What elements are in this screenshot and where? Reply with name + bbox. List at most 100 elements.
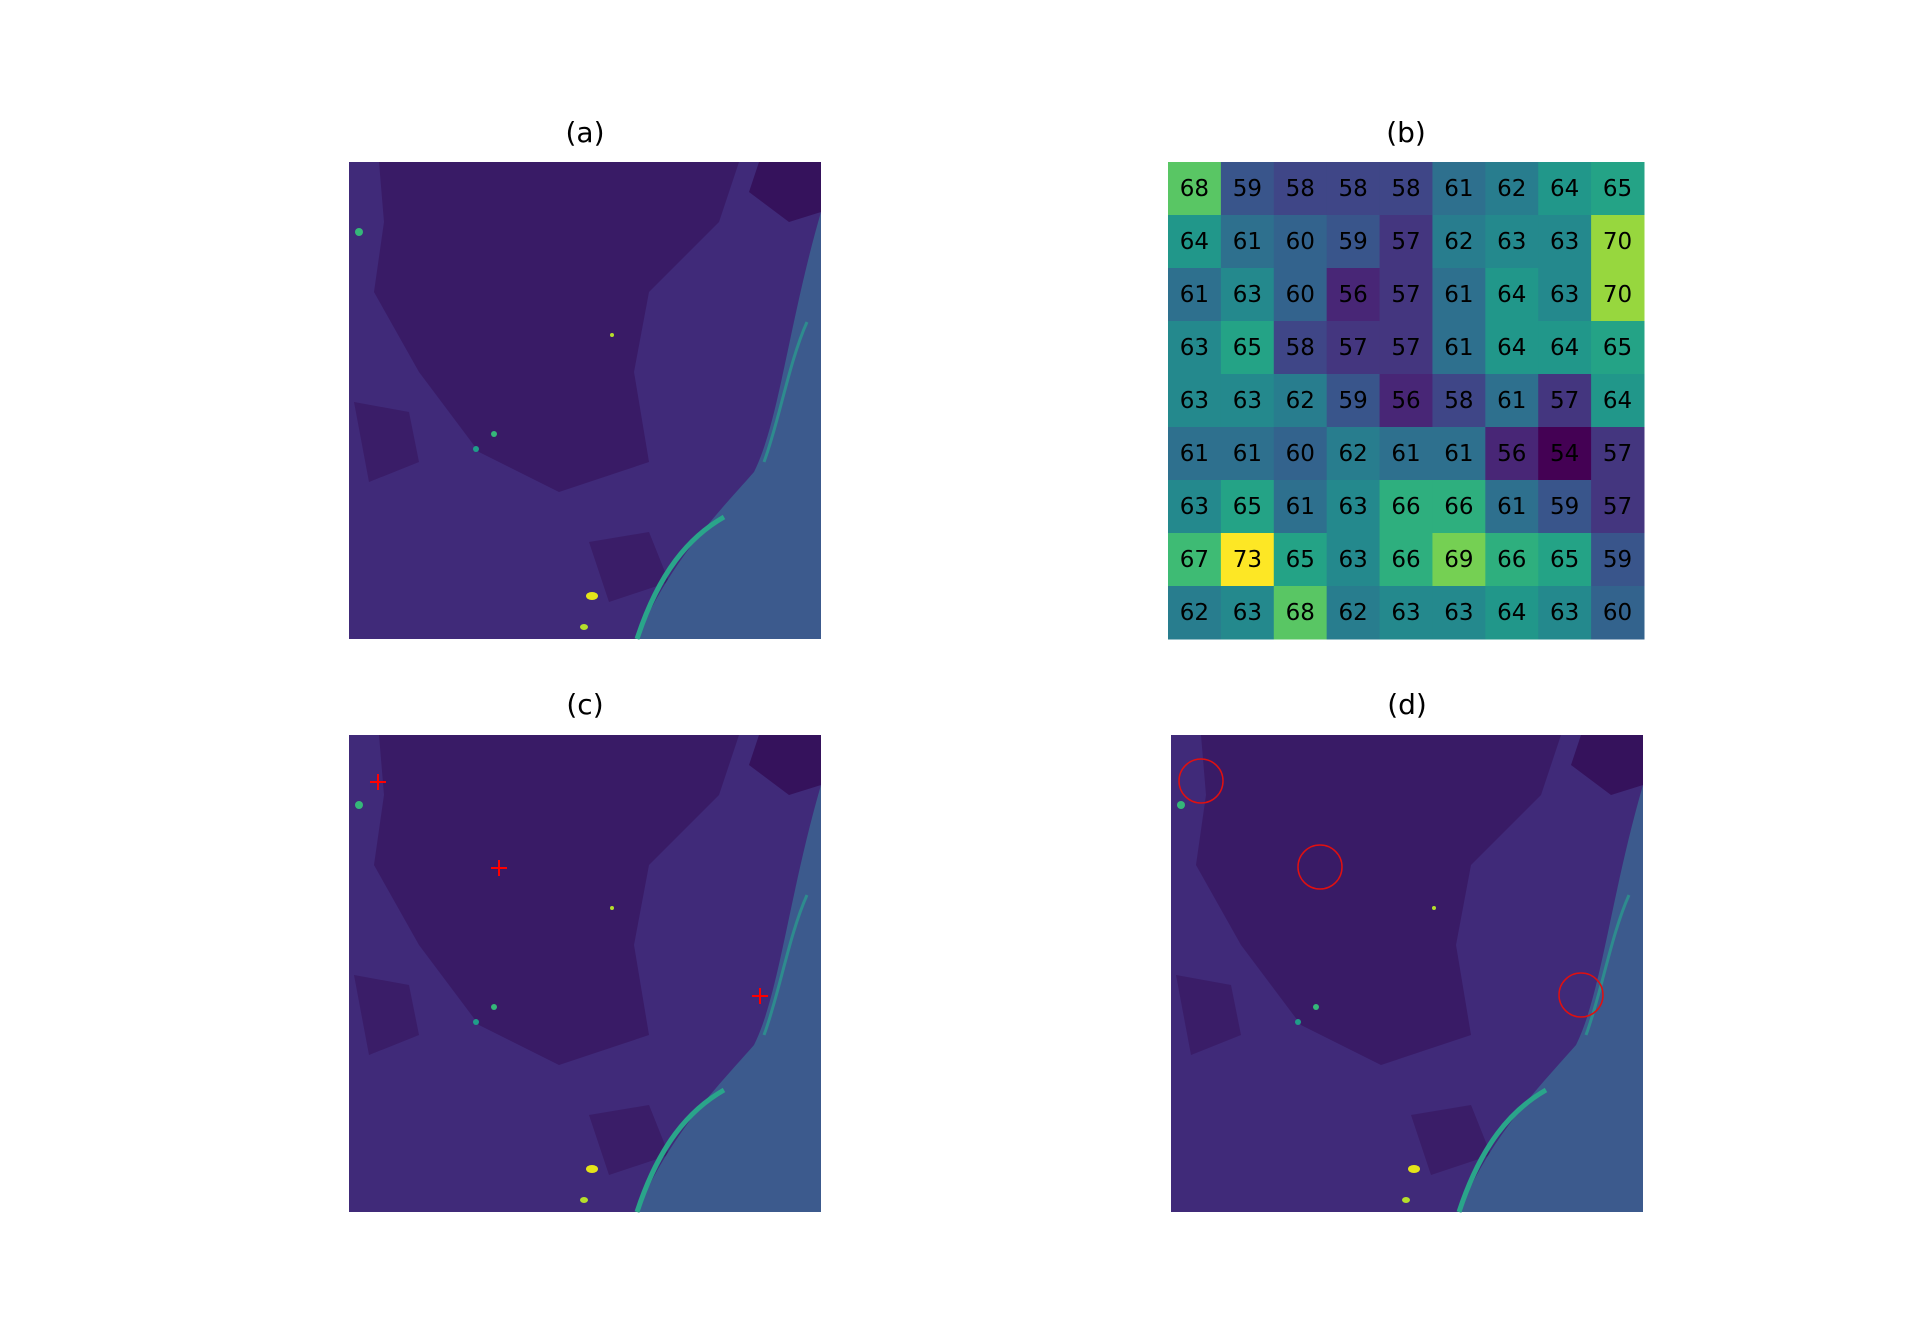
cell-label: 59 [1233,176,1262,202]
cell-label: 63 [1550,229,1579,255]
cell-label: 64 [1497,282,1526,308]
cell-label: 60 [1286,441,1315,467]
panel-title: (d) [1387,688,1427,721]
heat-cell [1485,374,1539,428]
heat-cell [1538,374,1592,428]
heat-cell [1168,215,1222,269]
cell-label: 70 [1603,229,1632,255]
cell-label: 59 [1550,494,1579,520]
cell-label: 60 [1286,282,1315,308]
cell-label: 64 [1603,388,1632,414]
heat-cell [1591,215,1645,269]
heat-cell [1220,321,1275,375]
cell-label: 63 [1233,600,1262,626]
cell-label: 61 [1444,176,1473,202]
cell-label: 61 [1444,282,1473,308]
cell-label: 67 [1180,547,1209,573]
heat-cell [1379,374,1433,428]
heat-cell [1273,480,1328,534]
cell-label: 66 [1444,494,1473,520]
heat-cell [1220,586,1275,640]
heat-cell [1168,374,1222,428]
cross-markers [370,774,768,1004]
heat-cell [1379,427,1433,481]
heat-cell [1485,427,1539,481]
heat-cell [1326,215,1381,269]
circle-marker [1178,758,1224,804]
heat-cell [1591,162,1645,216]
heat-cell [1168,321,1222,375]
cell-label: 59 [1603,547,1632,573]
satellite-image [349,735,821,1212]
heat-cell [1273,586,1328,640]
circle-marker [1558,972,1604,1018]
cell-label: 58 [1391,176,1420,202]
heat-cell [1273,374,1328,428]
circle-marker [1297,844,1343,890]
heat-cell [1220,162,1275,216]
heat-cell [1379,586,1433,640]
heat-cell [1379,321,1433,375]
cell-label: 54 [1550,441,1579,467]
heat-cell [1168,480,1222,534]
cell-label: 63 [1338,494,1367,520]
cell-label: 66 [1391,494,1420,520]
heat-cell [1273,321,1328,375]
cell-label: 63 [1180,494,1209,520]
heat-cell [1168,427,1222,481]
cell-label: 63 [1233,388,1262,414]
heat-cell [1273,215,1328,269]
cell-label: 58 [1444,388,1473,414]
heat-cell [1326,268,1381,322]
cell-label: 57 [1550,388,1579,414]
cell-label: 62 [1497,176,1526,202]
heat-cell [1326,321,1381,375]
cell-label: 61 [1444,441,1473,467]
heat-cell [1485,268,1539,322]
cell-label: 56 [1497,441,1526,467]
cell-label: 60 [1286,229,1315,255]
heat-cell [1538,215,1592,269]
cell-label: 65 [1550,547,1579,573]
cell-label: 58 [1286,335,1315,361]
heat-cell [1432,586,1486,640]
heat-cell [1326,427,1381,481]
cell-label: 56 [1338,282,1367,308]
cell-label: 61 [1391,441,1420,467]
heat-cell [1432,427,1486,481]
heat-cell [1273,427,1328,481]
cell-label: 62 [1180,600,1209,626]
cell-label: 66 [1391,547,1420,573]
cross-marker [370,774,386,790]
heat-cell [1326,533,1381,587]
cell-label: 63 [1233,282,1262,308]
cell-label: 61 [1497,388,1526,414]
cell-label: 62 [1338,441,1367,467]
heat-cell [1432,215,1486,269]
heat-cell [1432,162,1486,216]
heat-cell [1591,374,1645,428]
cell-label: 56 [1391,388,1420,414]
cell-label: 61 [1444,335,1473,361]
heat-cell [1273,162,1328,216]
heat-cell [1485,215,1539,269]
heat-cell [1220,480,1275,534]
heat-cell [1168,162,1222,216]
cross-marker [491,860,507,876]
satellite-image [349,162,821,639]
cell-label: 57 [1603,494,1632,520]
cell-label: 63 [1338,547,1367,573]
cell-label: 63 [1180,335,1209,361]
heat-cell [1591,268,1645,322]
cell-label: 62 [1338,600,1367,626]
heat-cell [1168,586,1222,640]
heat-cell [1432,480,1486,534]
cell-label: 66 [1497,547,1526,573]
heat-cell [1379,215,1433,269]
heat-cell [1591,533,1645,587]
cell-label: 61 [1233,229,1262,255]
cell-label: 68 [1286,600,1315,626]
cell-label: 57 [1391,335,1420,361]
heat-cell [1379,533,1433,587]
circle-markers [1178,758,1604,1018]
